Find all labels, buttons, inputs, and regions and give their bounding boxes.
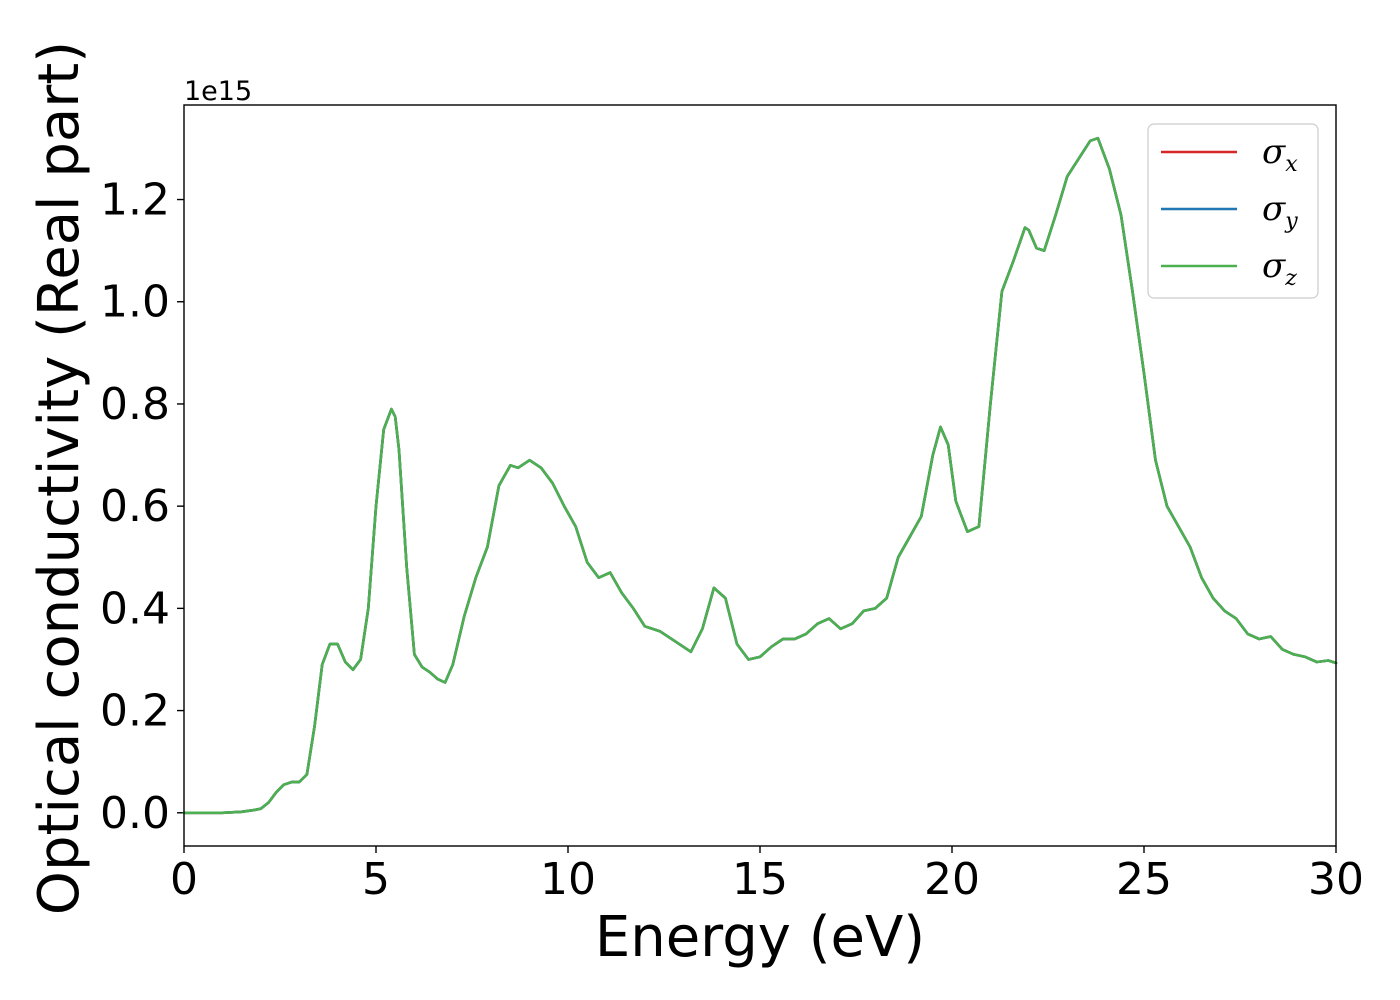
y-tick-label: 0.8: [100, 379, 170, 430]
y-axis-label: Optical conductivity (Real part): [27, 41, 92, 915]
y-tick-label: 0.4: [100, 583, 170, 634]
x-tick-label: 25: [1116, 854, 1172, 905]
plot-frame: [183, 104, 1337, 847]
x-tick-label: 30: [1308, 854, 1364, 905]
x-tick-label: 5: [362, 854, 390, 905]
y-tick-label: 1.2: [100, 175, 170, 226]
y-tick-label: 1.0: [100, 277, 170, 328]
x-tick-label: 20: [924, 854, 980, 905]
y-axis-ticks: 0.0 0.2 0.4 0.6 0.8 1.0 1.2: [100, 175, 184, 839]
x-tick-label: 15: [732, 854, 788, 905]
y-tick-label: 0.2: [100, 686, 170, 737]
y-offset-label: 1e15: [184, 76, 252, 107]
series-lines: [182, 136, 1338, 815]
y-tick-label: 0.6: [100, 481, 170, 532]
legend-box: [1147, 123, 1319, 299]
series-line-z: [182, 136, 1338, 815]
x-axis-label: Energy (eV): [595, 905, 925, 970]
x-axis-ticks: 0 5 10 15 20 25 30: [170, 846, 1364, 905]
plot-background: [184, 105, 1336, 846]
y-tick-label: 0.0: [100, 788, 170, 839]
x-tick-label: 10: [540, 854, 596, 905]
x-tick-label: 0: [170, 854, 198, 905]
